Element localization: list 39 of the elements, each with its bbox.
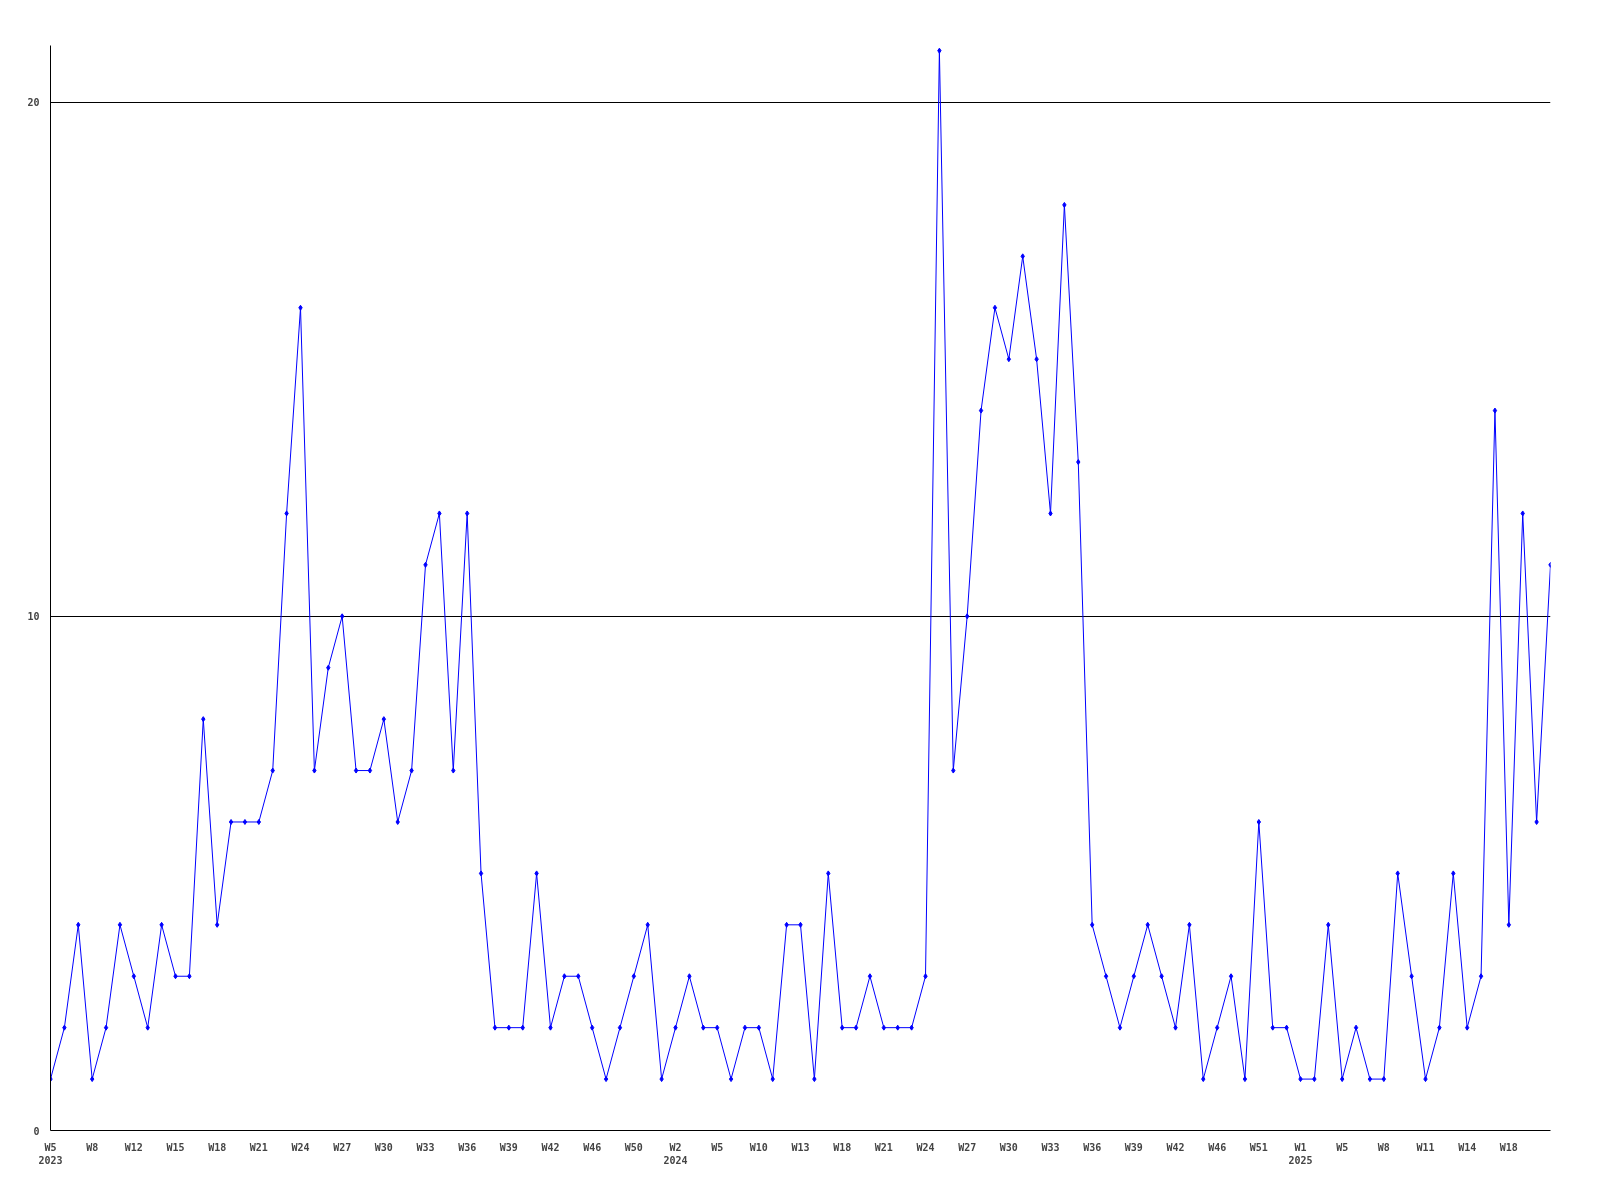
x-tick-label: W14	[1458, 1141, 1477, 1153]
x-tick-label: W33	[416, 1141, 435, 1153]
x-tick-label: W46	[1208, 1141, 1227, 1153]
x-tick-label: W18	[208, 1141, 227, 1153]
x-tick-label: W39	[1124, 1141, 1143, 1153]
x-tick-label: W5 2023	[38, 1141, 63, 1166]
x-tick-label: W8	[86, 1141, 99, 1153]
x-tick-label: W39	[499, 1141, 518, 1153]
y-tick-label: 0	[33, 1125, 40, 1137]
x-tick-label: W30	[999, 1141, 1018, 1153]
x-tick-label: W13	[791, 1141, 810, 1153]
x-tick-label: W1 2025	[1288, 1141, 1313, 1166]
x-tick-label: W18	[1499, 1141, 1518, 1153]
x-tick-label: W5	[1336, 1141, 1349, 1153]
x-tick-label: W24	[916, 1141, 935, 1153]
x-tick-label: W12	[124, 1141, 143, 1153]
y-tick-label: 10	[27, 611, 40, 623]
x-tick-label: W27	[333, 1141, 352, 1153]
x-tick-label: W42	[1166, 1141, 1185, 1153]
x-tick-label: W30	[374, 1141, 393, 1153]
x-tick-label: W42	[541, 1141, 560, 1153]
x-tick-label: W2 2024	[663, 1141, 688, 1166]
x-tick-label: W33	[1041, 1141, 1060, 1153]
x-tick-label: W21	[874, 1141, 893, 1153]
x-tick-label: W18	[833, 1141, 852, 1153]
x-tick-label: W11	[1416, 1141, 1435, 1153]
x-tick-label: W51	[1249, 1141, 1268, 1153]
x-tick-label: W50	[624, 1141, 643, 1153]
x-tick-label: W46	[583, 1141, 602, 1153]
x-tick-label: W21	[249, 1141, 268, 1153]
x-tick-label: W36	[458, 1141, 477, 1153]
x-tick-label: W36	[1083, 1141, 1102, 1153]
x-tick-label: W24	[291, 1141, 310, 1153]
x-tick-label: W5	[711, 1141, 724, 1153]
x-tick-label: W10	[749, 1141, 768, 1153]
x-tick-label: W8	[1377, 1141, 1390, 1153]
y-tick-label: 20	[27, 97, 40, 109]
x-tick-label: W27	[958, 1141, 977, 1153]
x-tick-label: W15	[166, 1141, 185, 1153]
